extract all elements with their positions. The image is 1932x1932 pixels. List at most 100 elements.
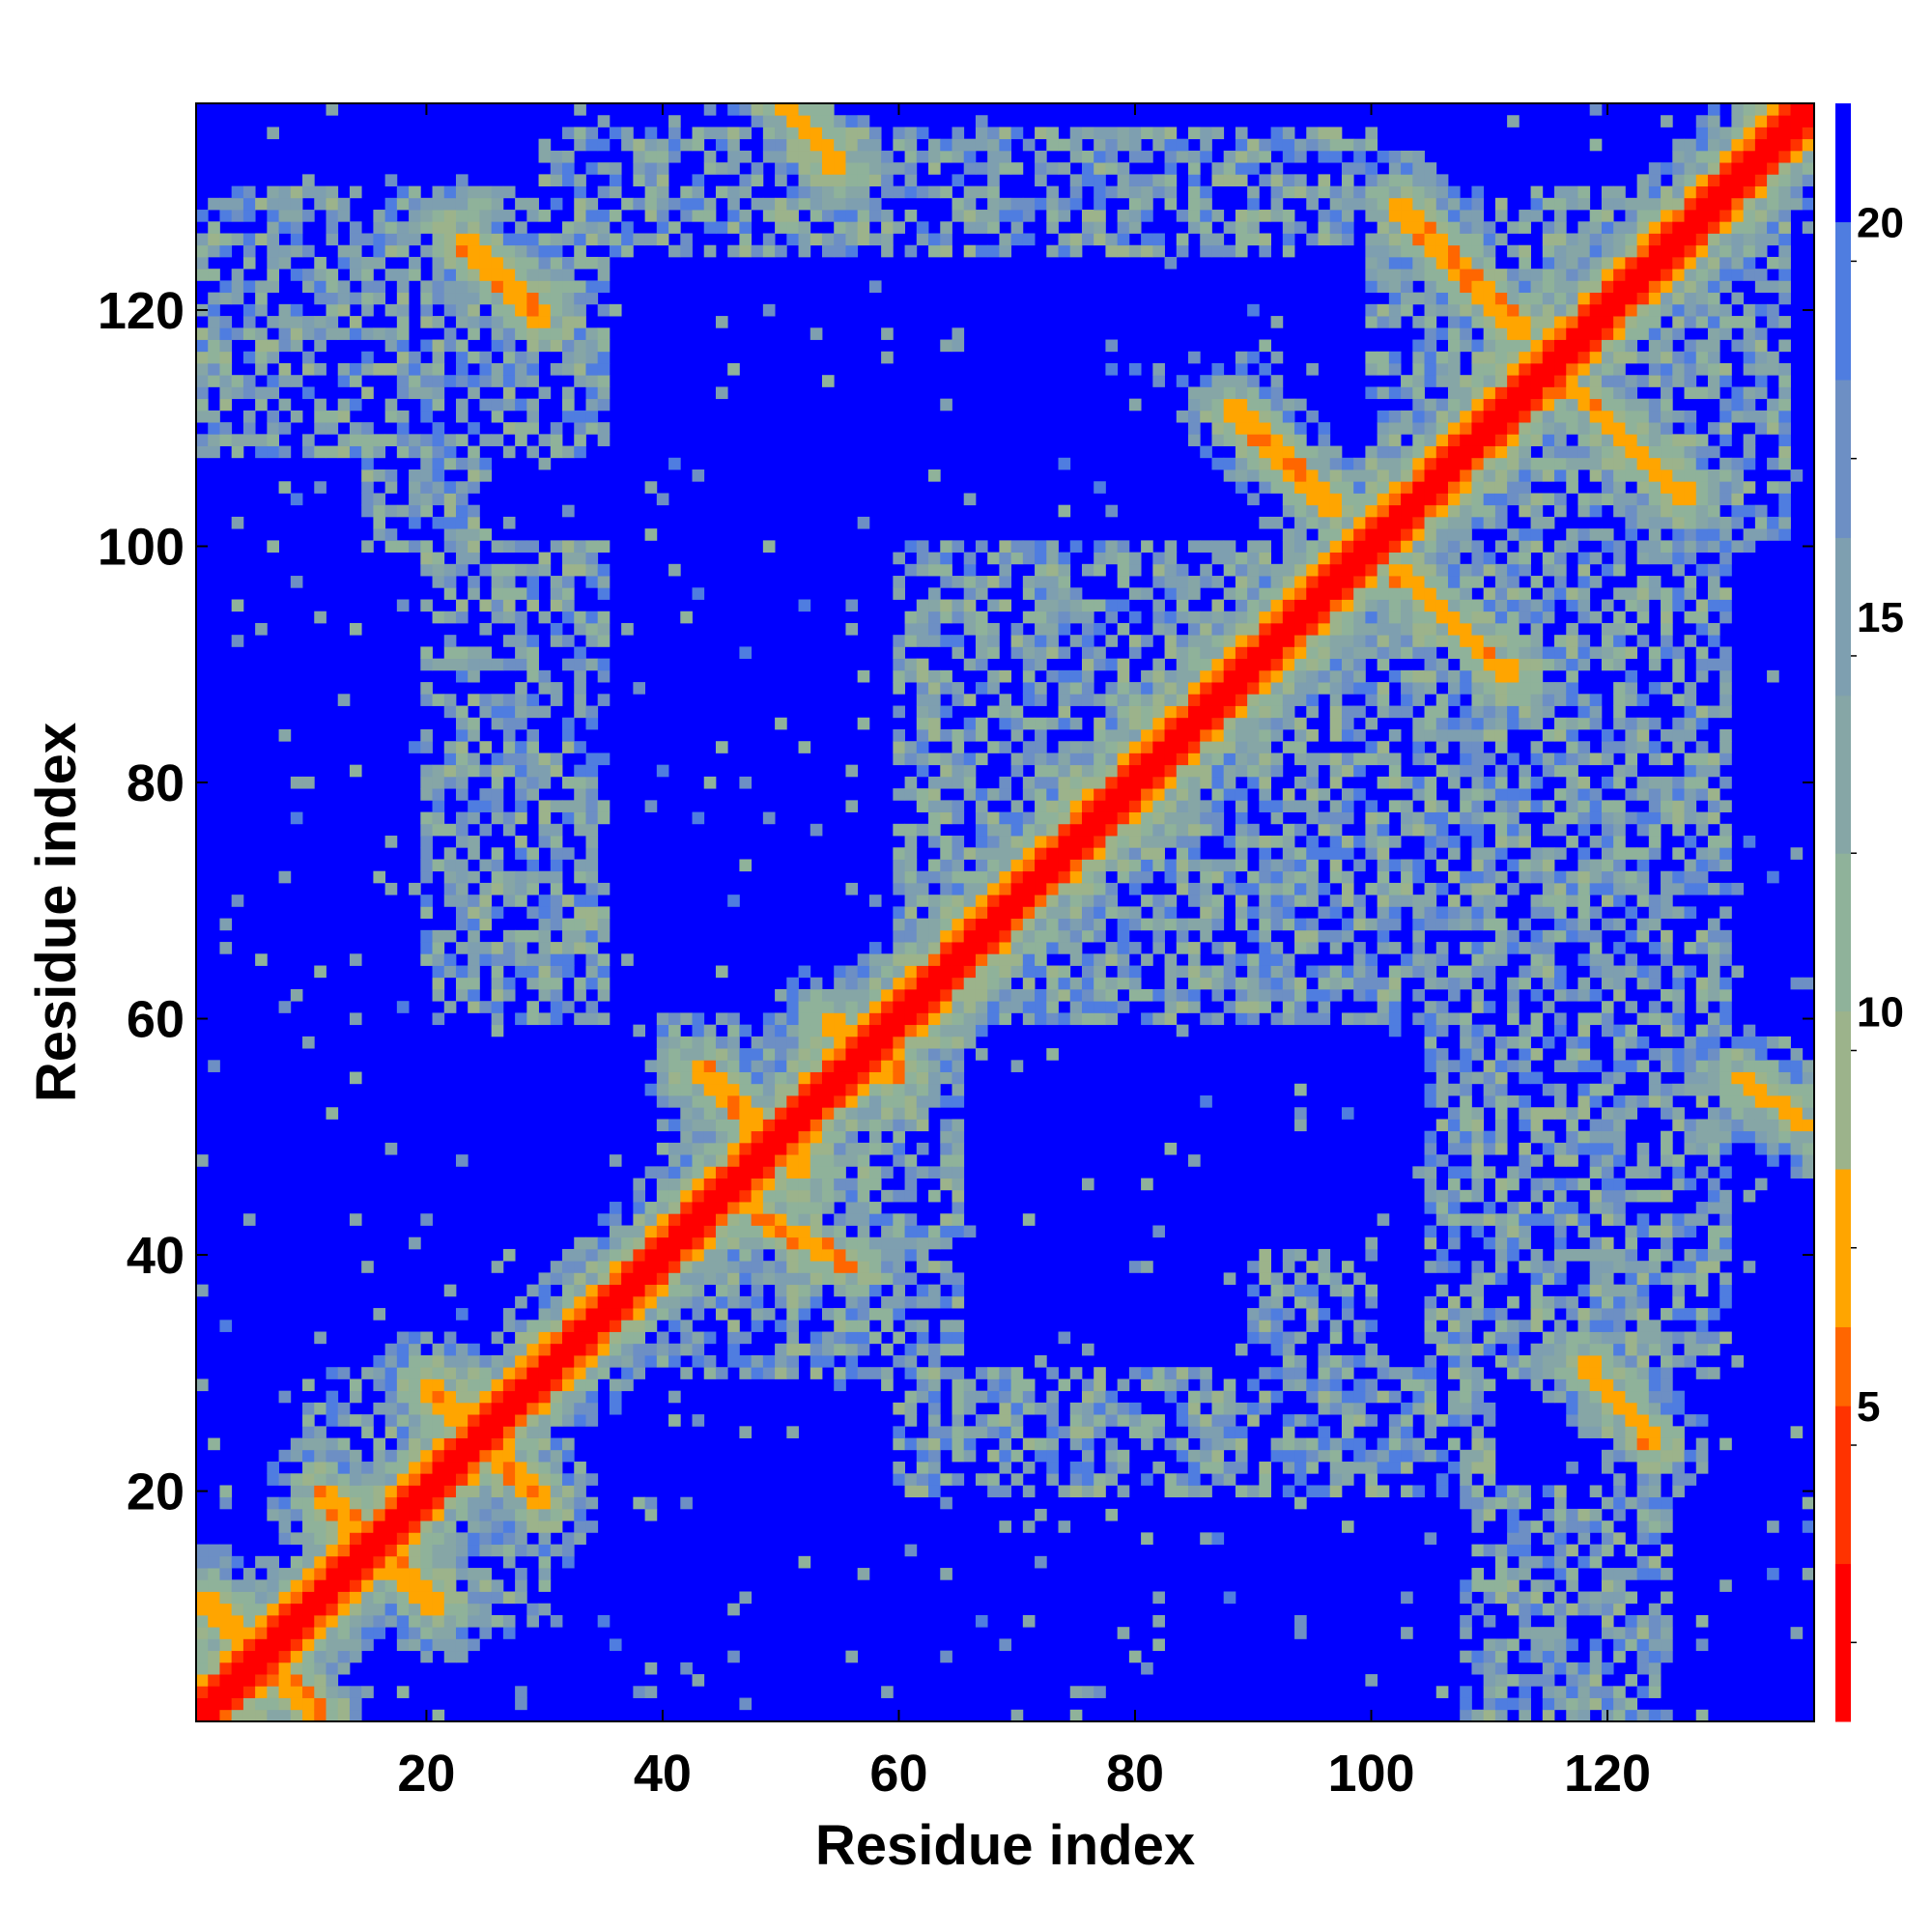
heatmap-cell	[1270, 1295, 1284, 1309]
heatmap-cell	[963, 493, 977, 506]
heatmap-cell	[881, 1024, 894, 1037]
heatmap-cell	[904, 210, 918, 222]
heatmap-cell	[1235, 622, 1248, 636]
heatmap-cell	[940, 669, 952, 683]
heatmap-cell	[242, 386, 256, 400]
heatmap-cell	[1141, 669, 1153, 683]
heatmap-cell	[1128, 127, 1142, 140]
heatmap-cell	[479, 1532, 493, 1546]
heatmap-cell	[1306, 1320, 1319, 1332]
heatmap-cell	[574, 942, 586, 954]
heatmap-cell	[1329, 469, 1343, 482]
heatmap-cell	[455, 244, 469, 258]
heatmap-cell	[1247, 1331, 1260, 1345]
heatmap-cell	[314, 965, 327, 979]
heatmap-cell	[1235, 658, 1248, 671]
heatmap-cell	[420, 481, 433, 494]
heatmap-cell	[1188, 185, 1201, 199]
heatmap-cell	[762, 103, 776, 116]
heatmap-cell	[893, 1473, 905, 1486]
heatmap-cell	[208, 1638, 220, 1652]
heatmap-cell	[538, 965, 552, 979]
heatmap-cell	[1341, 233, 1354, 246]
heatmap-cell	[845, 1354, 859, 1368]
heatmap-cell	[1200, 669, 1212, 683]
heatmap-cell	[798, 1308, 811, 1321]
heatmap-cell	[278, 362, 292, 376]
heatmap-cell	[1341, 847, 1354, 860]
heatmap-cell	[940, 705, 952, 719]
heatmap-cell	[420, 552, 433, 565]
heatmap-cell	[267, 1674, 279, 1687]
heatmap-cell	[621, 197, 634, 211]
heatmap-cell	[1022, 717, 1036, 730]
heatmap-cell	[668, 1119, 681, 1132]
heatmap-cell	[762, 1308, 776, 1321]
heatmap-cell	[384, 269, 398, 281]
heatmap-cell	[455, 1367, 469, 1379]
heatmap-cell	[1259, 753, 1271, 766]
heatmap-cell	[975, 847, 988, 860]
heatmap-cell	[231, 1686, 244, 1698]
heatmap-cell	[727, 221, 740, 234]
heatmap-cell	[881, 162, 894, 175]
heatmap-cell	[868, 1331, 882, 1345]
heatmap-cell	[1353, 1354, 1366, 1368]
heatmap-cell	[1306, 599, 1319, 612]
heatmap-cell	[219, 1627, 233, 1639]
heatmap-cell	[1259, 1308, 1271, 1321]
heatmap-cell	[668, 1236, 681, 1250]
heatmap-cell	[963, 918, 977, 931]
heatmap-cell	[916, 1071, 929, 1085]
heatmap-cell	[420, 375, 433, 387]
heatmap-cell	[727, 1154, 740, 1167]
heatmap-cell	[515, 1437, 527, 1451]
heatmap-cell	[963, 1449, 977, 1463]
heatmap-cell	[1270, 162, 1284, 175]
heatmap-cell	[278, 728, 292, 742]
heatmap-cell	[219, 351, 233, 364]
heatmap-cell	[585, 1320, 599, 1332]
heatmap-cell	[574, 339, 586, 353]
heatmap-cell	[845, 233, 859, 246]
heatmap-cell	[1270, 398, 1284, 412]
heatmap-cell	[893, 1272, 905, 1286]
heatmap-cell	[904, 1544, 918, 1557]
heatmap-cell	[1270, 669, 1284, 683]
heatmap-cell	[1046, 127, 1059, 140]
heatmap-cell	[999, 1437, 1012, 1451]
heatmap-cell	[1211, 728, 1225, 742]
heatmap-cell	[751, 1248, 764, 1262]
heatmap-cell	[621, 1295, 634, 1309]
heatmap-cell	[928, 587, 941, 600]
heatmap-cell	[821, 1189, 835, 1203]
heatmap-cell	[904, 150, 918, 163]
heatmap-cell	[881, 210, 894, 222]
heatmap-cell	[1128, 197, 1142, 211]
heatmap-cell	[562, 635, 575, 647]
heatmap-cell	[786, 1261, 799, 1273]
heatmap-cell	[609, 1213, 622, 1226]
heatmap-cell	[337, 1697, 351, 1711]
heatmap-cell	[703, 1272, 717, 1286]
heatmap-cell	[1094, 1485, 1106, 1498]
heatmap-cell	[881, 1060, 894, 1072]
heatmap-cell	[810, 1189, 823, 1203]
heatmap-cell	[1306, 753, 1319, 766]
heatmap-cell	[468, 1449, 480, 1463]
heatmap-cell	[373, 1614, 386, 1628]
heatmap-cell	[1306, 705, 1319, 719]
heatmap-cell	[409, 1520, 421, 1533]
heatmap-cell	[1294, 516, 1307, 529]
heatmap-cell	[597, 280, 611, 294]
heatmap-cell	[432, 1709, 445, 1722]
heatmap-cell	[762, 244, 776, 258]
heatmap-cell	[1329, 776, 1343, 789]
heatmap-cell	[727, 185, 740, 199]
heatmap-cell	[680, 1130, 693, 1144]
heatmap-cell	[727, 244, 740, 258]
heatmap-cell	[952, 918, 965, 931]
heatmap-cell	[290, 1437, 303, 1451]
heatmap-cell	[337, 1603, 351, 1616]
heatmap-cell	[798, 1189, 811, 1203]
